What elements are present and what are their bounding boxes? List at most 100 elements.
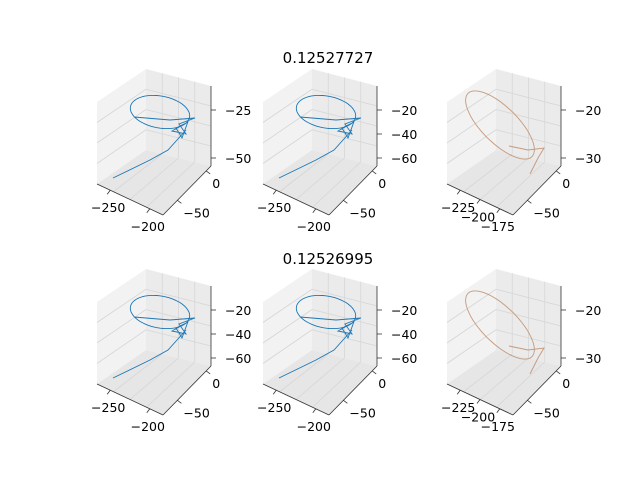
y-tick-mark — [371, 170, 377, 175]
gridline-floor — [146, 361, 196, 408]
x-tick-mark — [146, 408, 151, 414]
z-tick-label: −30 — [575, 151, 601, 166]
x-tick-label: −175 — [481, 219, 515, 234]
gridline-floor — [129, 157, 179, 200]
x-tick-label: −225 — [441, 200, 475, 215]
gridline-floor — [295, 157, 345, 200]
y-axis-line — [512, 165, 562, 216]
trajectory-tail — [278, 329, 353, 379]
trajectory-tail — [112, 329, 187, 379]
gridline-back-h — [495, 329, 562, 347]
y-tick-label: 0 — [212, 376, 220, 391]
y-axis-line — [328, 365, 378, 416]
gridline-floor — [295, 357, 345, 400]
z-tick-label: −40 — [225, 327, 251, 342]
trajectory-line — [129, 294, 196, 340]
gridline-left-h — [446, 288, 497, 323]
y-tick-mark — [527, 199, 532, 204]
gridline-left-h — [446, 88, 497, 123]
x-tick-mark — [476, 399, 481, 404]
gridline-floor — [312, 161, 362, 208]
gridline-floor — [279, 353, 329, 393]
gridline-left-h — [446, 329, 497, 364]
y-tick-mark — [371, 370, 377, 375]
gridline-left-h — [96, 288, 147, 323]
x-tick-label: −250 — [257, 400, 291, 415]
gridline-floor — [496, 161, 546, 208]
x-tick-label: −200 — [297, 419, 331, 434]
subplot-3: −20 −30 −500 −225−200−175 — [441, 69, 601, 234]
x-tick-label: −200 — [131, 219, 165, 234]
x-tick-mark — [312, 408, 317, 414]
z-tick-label: −25 — [225, 103, 251, 118]
y-tick-mark — [177, 399, 182, 404]
x-tick-mark — [106, 189, 111, 195]
y-tick-label: −50 — [349, 205, 375, 220]
y-axis-line — [162, 365, 212, 416]
gridline-left-h — [96, 109, 147, 144]
y-tick-label: −50 — [349, 405, 375, 420]
x-tick-mark — [312, 208, 317, 214]
pane-floor — [447, 350, 561, 415]
x-tick-label: −250 — [257, 200, 291, 215]
gridline-left-h — [262, 288, 313, 323]
z-tick-label: −30 — [575, 351, 601, 366]
trajectory-tail — [508, 145, 545, 175]
y-tick-label: 0 — [562, 376, 570, 391]
subplot-grid: −25−50−500−250−200−20−40−60−500−250−200−… — [91, 69, 601, 434]
x-tick-mark — [106, 389, 111, 395]
pane-floor — [263, 350, 377, 415]
trajectory-line — [295, 94, 362, 140]
gridline-left-h — [446, 129, 497, 164]
subplot-1: −25−50−500−250−200 — [91, 69, 251, 234]
x-tick-mark — [476, 199, 481, 204]
x-tick-mark — [456, 189, 461, 195]
x-tick-label: −200 — [461, 210, 495, 225]
x-tick-label: −250 — [91, 400, 125, 415]
x-axis-line — [96, 183, 164, 216]
gridline-left-h — [262, 329, 313, 364]
x-tick-mark — [272, 389, 277, 395]
x-tick-label: −175 — [481, 419, 515, 434]
gridline-floor — [463, 353, 513, 393]
y-tick-mark — [205, 170, 211, 175]
x-tick-mark — [456, 389, 461, 395]
y-tick-label: −50 — [533, 205, 559, 220]
gridline-left-h — [446, 309, 497, 344]
gridline-left-h — [96, 88, 147, 123]
gridline-floor — [129, 357, 179, 400]
z-tick-label: −60 — [391, 151, 417, 166]
gridline-left-h — [262, 129, 313, 164]
gridline-left-h — [96, 309, 147, 344]
trajectory-line — [465, 90, 535, 160]
y-tick-mark — [555, 170, 561, 175]
trajectory-tail — [508, 345, 545, 375]
x-tick-mark — [496, 208, 501, 214]
trajectory-line — [295, 294, 362, 340]
y-tick-mark — [555, 370, 561, 375]
gridline-left-h — [262, 88, 313, 123]
y-tick-mark — [343, 399, 348, 404]
y-tick-mark — [527, 399, 532, 404]
x-axis-line — [96, 383, 164, 416]
title-row-2: 0.12526995 — [283, 250, 374, 268]
gridline-left-h — [96, 329, 147, 364]
subplot-6: −20 −30 −500 −225−200−175 — [441, 269, 601, 434]
pane-floor — [447, 150, 561, 215]
x-axis-line — [262, 383, 330, 416]
pane-floor — [97, 150, 211, 215]
y-tick-mark — [177, 199, 182, 204]
y-tick-label: −50 — [183, 405, 209, 420]
gridline-left-h — [262, 109, 313, 144]
y-tick-mark — [205, 370, 211, 375]
x-tick-label: −200 — [461, 410, 495, 425]
gridline-back-h — [495, 129, 562, 147]
z-tick-label: −60 — [391, 351, 417, 366]
z-tick-label: −40 — [391, 127, 417, 142]
y-tick-label: 0 — [378, 376, 386, 391]
x-tick-label: −200 — [131, 419, 165, 434]
gridline-floor — [479, 157, 529, 200]
x-tick-mark — [272, 189, 277, 195]
y-axis-line — [512, 365, 562, 416]
